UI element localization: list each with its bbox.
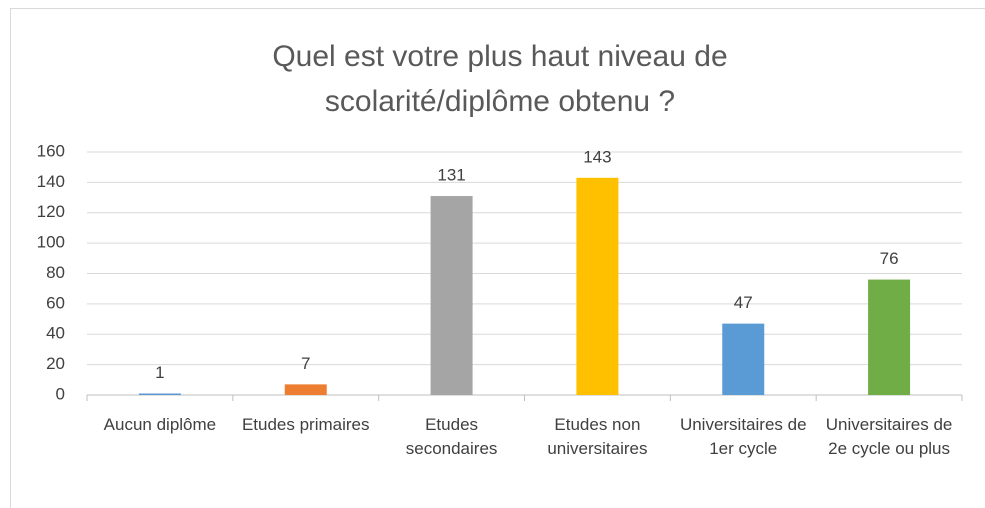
y-tick-label: 60 [46, 293, 65, 312]
chart-title: Quel est votre plus haut niveau de scola… [272, 40, 728, 118]
bar [138, 393, 181, 395]
x-tick-label: Universitaires de 2e cycle ou plus [825, 415, 953, 458]
bar [430, 196, 473, 395]
chart-frame [10, 8, 985, 508]
y-tick-label: 100 [37, 233, 65, 252]
y-tick-label: 20 [46, 354, 65, 373]
data-label: 47 [734, 293, 753, 312]
x-tick-label: Etudes secondaires [405, 415, 498, 458]
y-tick-label: 120 [37, 202, 65, 221]
y-tick-label: 0 [56, 384, 65, 403]
bar [868, 279, 911, 395]
y-tick-label: 40 [46, 324, 65, 343]
y-tick-label: 140 [37, 172, 65, 191]
data-label: 1 [155, 363, 164, 382]
x-tick-label: Aucun diplôme [103, 415, 217, 434]
x-tick-label: Universitaires de 1er cycle [679, 415, 807, 458]
bar [284, 384, 327, 395]
bar [576, 177, 619, 395]
data-label: 143 [583, 147, 611, 166]
y-tick-label: 80 [46, 263, 65, 282]
data-label: 76 [880, 249, 899, 268]
x-tick-label: Etudes primaires [241, 415, 370, 434]
bar [722, 323, 765, 395]
data-label: 7 [301, 354, 310, 373]
y-tick-label: 160 [37, 141, 65, 160]
x-tick-label: Etudes non universitaires [547, 415, 648, 458]
data-label: 131 [437, 166, 465, 185]
